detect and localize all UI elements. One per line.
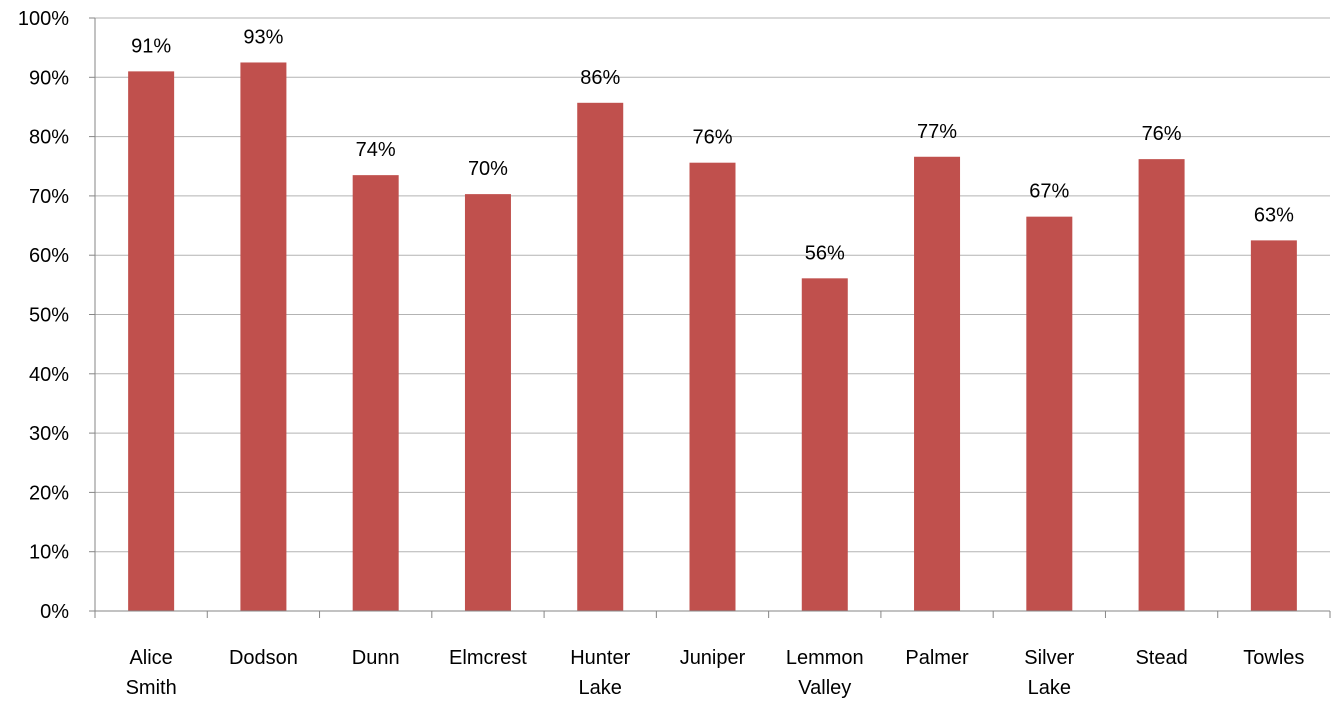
data-labels: 91% 93% 74% 70% 86% 76% 56% 77% 67% 76% 63% xyxy=(131,26,1294,264)
y-tick-label: 40% xyxy=(29,364,69,386)
bar xyxy=(577,102,624,611)
y-tick-label: 0% xyxy=(40,601,69,623)
bar xyxy=(352,175,399,611)
x-category-label: Lake xyxy=(579,677,622,699)
axes xyxy=(89,17,1331,618)
y-tick-label: 80% xyxy=(29,127,69,149)
y-tick-label: 30% xyxy=(29,423,69,445)
x-category-label: Valley xyxy=(798,677,851,699)
data-label: 91% xyxy=(131,35,171,57)
bar xyxy=(1138,159,1185,611)
x-category-label: Smith xyxy=(126,677,177,699)
y-axis-ticks: 0% 10% 20% 30% 40% 50% 60% 70% 80% 90% 100% xyxy=(18,8,69,623)
y-tick-label: 10% xyxy=(29,542,69,564)
y-tick-label: 100% xyxy=(18,8,69,30)
x-category-label: Elmcrest xyxy=(449,647,527,669)
x-category-label: Hunter xyxy=(570,647,630,669)
data-label: 76% xyxy=(1142,123,1182,145)
y-tick-label: 70% xyxy=(29,186,69,208)
data-label: 86% xyxy=(580,67,620,89)
bar xyxy=(1026,216,1073,611)
x-category-label: Dodson xyxy=(229,647,298,669)
bar xyxy=(464,194,511,611)
bar xyxy=(689,162,736,611)
data-label: 63% xyxy=(1254,204,1294,226)
x-category-label: Towles xyxy=(1243,647,1304,669)
bar xyxy=(801,278,848,611)
y-tick-label: 60% xyxy=(29,245,69,267)
x-category-label: Palmer xyxy=(905,647,969,669)
data-label: 74% xyxy=(356,139,396,161)
x-category-label: Lemmon xyxy=(786,647,864,669)
data-label: 67% xyxy=(1029,181,1069,203)
x-category-label: Silver xyxy=(1024,647,1074,669)
bar xyxy=(128,71,175,612)
bar xyxy=(240,62,287,612)
data-label: 77% xyxy=(917,121,957,143)
x-category-label: Dunn xyxy=(352,647,400,669)
data-label: 70% xyxy=(468,158,508,180)
x-axis-labels: Alice Smith Dodson Dunn Elmcrest Hunter Lake Ju… xyxy=(126,647,1305,699)
y-tick-label: 90% xyxy=(29,67,69,89)
bar xyxy=(914,156,961,611)
data-label: 93% xyxy=(243,26,283,48)
bars xyxy=(128,62,1297,612)
y-tick-label: 20% xyxy=(29,482,69,504)
bar xyxy=(1250,240,1297,611)
x-category-label: Stead xyxy=(1135,647,1187,669)
x-category-label: Juniper xyxy=(680,647,746,669)
x-category-label: Alice xyxy=(129,647,172,669)
data-label: 76% xyxy=(692,127,732,149)
y-tick-label: 50% xyxy=(29,305,69,327)
data-label: 56% xyxy=(805,242,845,264)
x-category-label: Lake xyxy=(1028,677,1071,699)
